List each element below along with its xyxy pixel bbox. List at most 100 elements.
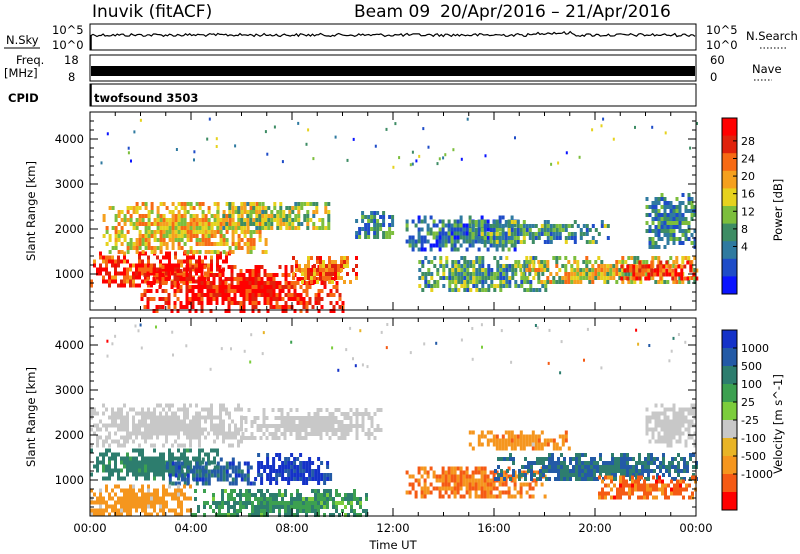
heatmap-cell — [462, 231, 466, 236]
heatmap-cell — [165, 419, 168, 424]
heatmap-cell — [183, 464, 186, 469]
heatmap-cell — [362, 509, 365, 513]
heatmap-cell — [114, 484, 117, 489]
heatmap-cell — [96, 423, 99, 428]
heatmap-cell — [312, 157, 315, 161]
heatmap-cell — [435, 243, 439, 248]
heatmap-cell — [194, 269, 198, 273]
heatmap-cell — [111, 206, 115, 210]
heatmap-cell — [603, 224, 607, 228]
heatmap-cell — [662, 465, 665, 469]
heatmap-cell — [162, 214, 166, 218]
heatmap-cell — [263, 281, 267, 285]
heatmap-cell — [251, 305, 255, 309]
heatmap-cell — [195, 415, 198, 420]
heatmap-cell — [201, 469, 205, 474]
heatmap-cell — [99, 419, 102, 424]
heatmap-cell — [147, 496, 150, 501]
heatmap-cell — [596, 477, 599, 481]
heatmap-cell — [230, 505, 233, 509]
heatmap-cell — [462, 470, 466, 475]
heatmap-cell — [480, 232, 484, 236]
heatmap-cell — [301, 416, 305, 420]
heatmap-cell — [619, 487, 622, 492]
heatmap-cell — [558, 232, 562, 236]
heatmap-cell — [573, 272, 577, 276]
heatmap-cell — [454, 276, 458, 280]
heatmap-cell — [111, 246, 115, 250]
heatmap-cell — [518, 477, 521, 481]
heatmap-cell — [549, 272, 553, 276]
heatmap-cell — [243, 242, 247, 246]
heatmap-cell — [282, 222, 286, 226]
heatmap-cell — [150, 427, 153, 432]
heatmap-cell — [132, 460, 135, 465]
heatmap-cell — [213, 234, 217, 238]
heatmap-cell — [155, 305, 159, 309]
freq-panel-frame — [89, 54, 697, 82]
heatmap-cell — [531, 494, 535, 499]
heatmap-cell — [513, 243, 517, 248]
heatmap-cell — [543, 240, 547, 244]
heatmap-cell — [343, 264, 346, 268]
heatmap-cell — [153, 472, 156, 477]
heatmap-cell — [516, 490, 520, 495]
heatmap-cell — [126, 259, 129, 264]
heatmap-cell — [234, 431, 237, 436]
heatmap-cell — [477, 486, 481, 491]
heatmap-cell — [108, 250, 112, 254]
heatmap-cell — [111, 275, 114, 280]
heatmap-cell — [141, 271, 144, 276]
heatmap-cell — [636, 256, 640, 260]
heatmap-cell — [216, 415, 219, 420]
heatmap-cell — [365, 509, 368, 513]
heatmap-cell — [287, 285, 291, 289]
heatmap-cell — [550, 162, 553, 166]
heatmap-cell — [132, 206, 136, 210]
heatmap-cell — [672, 431, 676, 436]
heatmap-cell — [240, 246, 244, 250]
heatmap-cell — [554, 465, 557, 469]
heatmap-cell — [662, 272, 666, 277]
heatmap-cell — [272, 505, 275, 509]
heatmap-cell — [247, 408, 251, 412]
heatmap-cell — [552, 442, 556, 447]
heatmap-cell — [654, 201, 658, 205]
heatmap-cell — [171, 456, 174, 461]
heatmap-cell — [612, 276, 616, 280]
heatmap-cell — [198, 202, 202, 206]
heatmap-cell — [364, 215, 368, 219]
heatmap-cell — [534, 446, 538, 451]
heatmap-cell — [99, 263, 102, 268]
heatmap-cell — [325, 272, 328, 276]
heatmap-cell — [512, 457, 515, 461]
heatmap-cell — [284, 457, 288, 461]
heatmap-cell — [289, 432, 293, 436]
heatmap-cell — [188, 289, 192, 293]
heatmap-cell — [173, 301, 177, 305]
heatmap-cell — [645, 221, 649, 225]
heatmap-cell — [609, 276, 613, 280]
heatmap-cell — [298, 264, 301, 268]
heatmap-cell — [284, 501, 287, 505]
heatmap-cell — [93, 259, 96, 264]
heatmap-cell — [318, 226, 322, 230]
heatmap-cell — [555, 446, 559, 451]
heatmap-cell — [669, 221, 673, 225]
heatmap-cell — [204, 271, 207, 276]
heatmap-cell — [255, 226, 259, 230]
heatmap-cell — [183, 448, 186, 453]
heatmap-cell — [129, 206, 133, 210]
heatmap-cell — [427, 272, 431, 276]
heatmap-cell — [231, 202, 235, 206]
heatmap-cell — [288, 226, 292, 230]
heatmap-cell — [126, 500, 129, 505]
heatmap-cell — [453, 247, 457, 252]
heatmap-cell — [276, 218, 280, 222]
heatmap-cell — [654, 197, 658, 201]
heatmap-cell — [474, 236, 478, 240]
heatmap-cell — [269, 497, 272, 501]
heatmap-cell — [171, 427, 174, 432]
heatmap-cell — [258, 206, 262, 210]
freq-label: Freq. — [16, 53, 44, 67]
